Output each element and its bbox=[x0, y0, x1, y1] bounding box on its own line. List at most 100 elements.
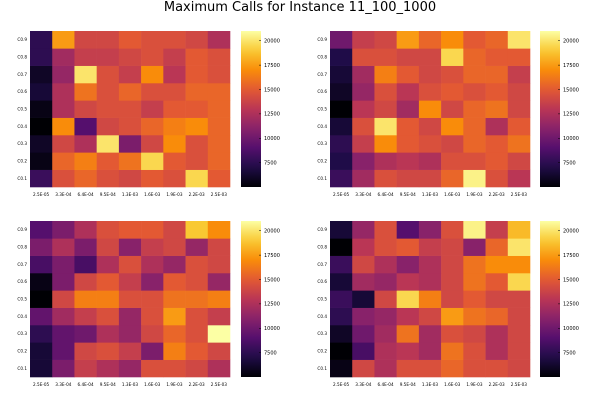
heatmap-cell bbox=[507, 169, 531, 188]
heatmap-cell bbox=[118, 100, 142, 118]
heatmap-cell bbox=[118, 238, 142, 256]
heatmap-cell bbox=[207, 65, 231, 84]
heatmap-cell bbox=[441, 307, 464, 326]
heatmap-cell bbox=[74, 48, 97, 66]
heatmap-cell bbox=[396, 325, 420, 343]
heatmap-cell bbox=[185, 325, 209, 343]
colorbar-tick-label: 15000 bbox=[563, 277, 579, 283]
heatmap-cell bbox=[74, 290, 97, 308]
heatmap-cell bbox=[185, 152, 209, 170]
heatmap-cell bbox=[352, 117, 375, 136]
heatmap-cell bbox=[141, 65, 164, 84]
heatmap-cell bbox=[96, 238, 120, 256]
heatmap-cell bbox=[418, 221, 442, 239]
colorbar-tick-label: 20000 bbox=[563, 39, 579, 45]
heatmap-cell bbox=[52, 273, 75, 291]
heatmap-cell bbox=[141, 83, 164, 101]
heatmap-cell bbox=[485, 117, 509, 136]
heatmap-cell bbox=[163, 83, 186, 101]
heatmap-cell bbox=[52, 152, 75, 170]
heatmap-cell bbox=[141, 255, 164, 274]
y-tick-label: C0.1 bbox=[317, 176, 327, 181]
heatmap-cell bbox=[441, 65, 464, 84]
heatmap-cell bbox=[96, 65, 120, 84]
x-tick-label: 9.5E-04 bbox=[100, 382, 116, 387]
y-tick-label: C0.8 bbox=[317, 55, 327, 60]
heatmap-cell bbox=[441, 325, 464, 343]
colorbar bbox=[241, 31, 261, 187]
y-tick-label: C0.8 bbox=[17, 55, 27, 60]
heatmap-cell bbox=[418, 31, 442, 49]
heatmap-cell bbox=[330, 255, 353, 274]
heatmap-cell bbox=[52, 169, 75, 188]
heatmap-cell bbox=[330, 238, 353, 256]
x-tick-label: 6.4E-04 bbox=[77, 192, 93, 197]
heatmap-cell bbox=[441, 31, 464, 49]
heatmap-cell bbox=[396, 342, 420, 360]
heatmap-cell bbox=[330, 273, 353, 291]
heatmap-cell bbox=[118, 48, 142, 66]
heatmap-cell bbox=[141, 117, 164, 136]
heatmap-cell bbox=[374, 359, 397, 378]
heatmap-cell bbox=[485, 359, 509, 378]
y-tick-label: C0.7 bbox=[17, 72, 27, 77]
y-tick-label: C0.8 bbox=[17, 245, 27, 250]
heatmap-cell bbox=[118, 325, 142, 343]
heatmap-cell bbox=[485, 31, 509, 49]
x-tick-label: 1.3E-03 bbox=[122, 192, 138, 197]
heatmap-cell bbox=[441, 100, 464, 118]
heatmap-cell bbox=[507, 290, 531, 308]
heatmap-cell bbox=[352, 152, 375, 170]
heatmap-cell bbox=[163, 255, 186, 274]
y-tick-label: C0.9 bbox=[317, 227, 327, 232]
heatmap-cell bbox=[30, 65, 53, 84]
heatmap-cell bbox=[396, 290, 420, 308]
heatmap-cell bbox=[330, 31, 353, 49]
x-tick-label: 2.5E-03 bbox=[511, 382, 527, 387]
heatmap-cell bbox=[396, 221, 420, 239]
colorbar-tick-label: 17500 bbox=[264, 63, 280, 69]
heatmap-cell bbox=[118, 169, 142, 188]
heatmap-cell bbox=[52, 221, 75, 239]
heatmap-cell bbox=[330, 152, 353, 170]
heatmap-cell bbox=[118, 307, 142, 326]
heatmap-cell bbox=[52, 325, 75, 343]
heatmap-cell bbox=[141, 31, 164, 49]
heatmap-cell bbox=[441, 273, 464, 291]
heatmap-cell bbox=[441, 135, 464, 153]
x-tick-label: 1.3E-03 bbox=[122, 382, 138, 387]
heatmap-cell bbox=[485, 100, 509, 118]
heatmap-cell bbox=[52, 83, 75, 101]
heatmap-cell bbox=[441, 83, 464, 101]
heatmap-cell bbox=[163, 135, 186, 153]
heatmap-cell bbox=[141, 48, 164, 66]
y-tick-label: C0.8 bbox=[317, 245, 327, 250]
heatmap-cell bbox=[374, 221, 397, 239]
heatmap-cell bbox=[374, 307, 397, 326]
heatmap-cell bbox=[441, 48, 464, 66]
heatmap-cell bbox=[207, 307, 231, 326]
heatmap-cell bbox=[418, 342, 442, 360]
heatmap-cell bbox=[163, 359, 186, 378]
heatmap-cell bbox=[207, 152, 231, 170]
heatmap-cell bbox=[396, 83, 420, 101]
heatmap-cell bbox=[207, 100, 231, 118]
heatmap-cell bbox=[30, 273, 53, 291]
y-tick-label: C0.6 bbox=[17, 279, 27, 284]
heatmap-cell bbox=[74, 152, 97, 170]
heatmap-cell bbox=[441, 359, 464, 378]
heatmap-cell bbox=[374, 290, 397, 308]
heatmap-cell bbox=[330, 342, 353, 360]
heatmap-cell bbox=[207, 255, 231, 274]
heatmap-cell bbox=[118, 117, 142, 136]
heatmap-cell bbox=[118, 255, 142, 274]
y-tick-label: C0.2 bbox=[17, 349, 27, 354]
heatmap-cell bbox=[185, 307, 209, 326]
heatmap-cell bbox=[118, 359, 142, 378]
heatmap-cell bbox=[118, 31, 142, 49]
y-tick-label: C0.4 bbox=[17, 314, 27, 319]
colorbar-tick-label: 20000 bbox=[264, 229, 280, 235]
y-tick-label: C0.4 bbox=[317, 124, 327, 129]
heatmap-cell bbox=[374, 273, 397, 291]
heatmap-cell bbox=[418, 135, 442, 153]
